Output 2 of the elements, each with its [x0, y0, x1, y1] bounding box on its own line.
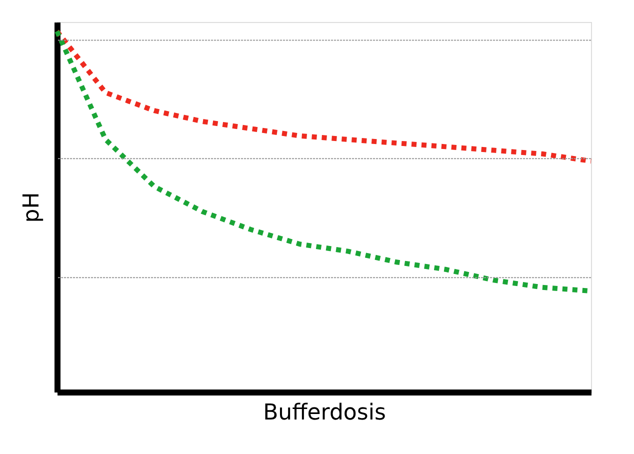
x-axis-title: Bufferdosis [263, 400, 386, 426]
y-axis-title: pH [20, 192, 44, 223]
